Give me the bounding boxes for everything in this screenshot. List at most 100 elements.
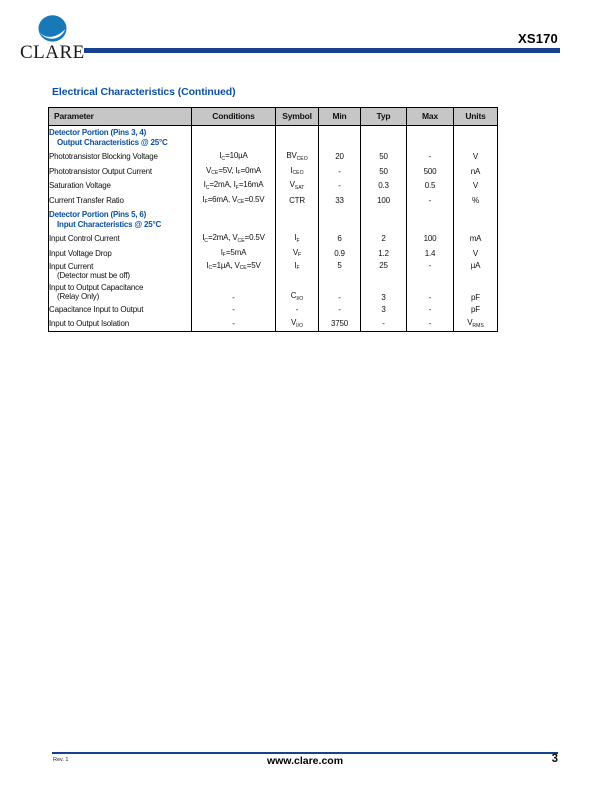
units-cell: V: [453, 246, 498, 261]
part-number: XS170: [517, 31, 558, 46]
clare-globe-logo-icon: [38, 15, 67, 42]
conditions-cell: IF=6mA, VCE=0.5V: [191, 193, 276, 208]
table-row: Phototransistor Output Current VCE=5V, IF…: [49, 164, 498, 179]
min-cell: 3750: [318, 317, 361, 332]
symbol-cell: VF: [275, 246, 319, 261]
page-title: Electrical Characteristics (Continued): [52, 86, 236, 98]
units-cell: pF: [453, 281, 498, 303]
symbol-cell: IF: [275, 260, 319, 282]
column-header-symbol: Symbol: [275, 107, 319, 126]
units-cell: [453, 125, 498, 150]
column-header-units: Units: [453, 107, 498, 126]
max-cell: -: [406, 302, 454, 317]
min-cell: -: [318, 302, 361, 317]
typ-cell: 3: [360, 281, 407, 303]
symbol-cell: CI/O: [275, 281, 319, 303]
column-header-conditions: Conditions: [191, 107, 276, 126]
max-cell: 0.5: [406, 178, 454, 193]
conditions-cell: IC=1µA, VCE=5V: [191, 260, 276, 282]
max-cell: -: [406, 193, 454, 208]
min-cell: -: [318, 178, 361, 193]
conditions-cell: IC=2mA, IF=16mA: [191, 178, 276, 193]
units-cell: VRMS: [453, 317, 498, 332]
min-cell: 0.9: [318, 246, 361, 261]
table-row: Capacitance Input to Output - - -3- pF: [49, 302, 498, 317]
max-cell: -: [406, 317, 454, 332]
footer-website: www.clare.com: [266, 755, 344, 767]
units-cell: V: [453, 149, 498, 164]
max-cell: -: [406, 281, 454, 303]
footer-page-number: 3: [551, 753, 558, 765]
section-row: Detector Portion (Pins 3, 4) Output Chara…: [49, 125, 498, 150]
typ-cell: 0.3: [360, 178, 407, 193]
param-cell: Input Control Current: [49, 234, 120, 243]
param-cell: Detector Portion (Pins 5, 6) Input Charac…: [49, 210, 162, 229]
min-cell: 33: [318, 193, 361, 208]
param-cell: Capacitance Input to Output: [49, 305, 144, 314]
typ-cell: 50: [360, 164, 407, 179]
table-body: Detector Portion (Pins 3, 4) Output Chara…: [49, 125, 498, 332]
param-cell: Saturation Voltage: [49, 181, 111, 190]
max-cell: [406, 207, 454, 232]
max-cell: [406, 125, 454, 150]
typ-cell: [360, 207, 407, 232]
column-header-parameter: Parameter: [48, 107, 192, 126]
units-cell: µA: [453, 260, 498, 282]
typ-cell: 3: [360, 302, 407, 317]
max-cell: -: [406, 260, 454, 282]
min-cell: 5: [318, 260, 361, 282]
conditions-cell: -: [191, 317, 276, 332]
conditions-cell: VCE=5V, IF=0mA: [191, 164, 276, 179]
typ-cell: 25: [360, 260, 407, 282]
symbol-cell: BVCEO: [275, 149, 319, 164]
conditions-cell: [191, 125, 276, 150]
min-cell: -: [318, 164, 361, 179]
symbol-cell: CTR: [275, 193, 319, 208]
units-cell: V: [453, 178, 498, 193]
param-cell: Input to Output Isolation: [49, 319, 129, 329]
column-header-typ: Typ: [360, 107, 407, 126]
min-cell: 6: [318, 231, 361, 246]
typ-cell: 100: [360, 193, 407, 208]
units-cell: mA: [453, 231, 498, 246]
conditions-cell: -: [191, 281, 276, 303]
table-row: Saturation Voltage IC=2mA, IF=16mA VSAT -0.…: [49, 178, 498, 193]
max-cell: 500: [406, 164, 454, 179]
max-cell: -: [406, 149, 454, 164]
typ-cell: 50: [360, 149, 407, 164]
brand-wordmark: CLARE: [20, 42, 85, 63]
param-cell: Detector Portion (Pins 3, 4) Output Chara…: [49, 128, 168, 147]
section-row: Detector Portion (Pins 5, 6) Input Charac…: [49, 207, 498, 232]
param-cell: Input Voltage Drop: [49, 248, 112, 258]
symbol-cell: [275, 125, 319, 150]
table-header-row: Parameter Conditions Symbol Min Typ Max …: [48, 107, 498, 126]
conditions-cell: [191, 207, 276, 232]
symbol-cell: [275, 207, 319, 232]
conditions-cell: IF=5mA: [191, 246, 276, 261]
min-cell: -: [318, 281, 361, 303]
footer-rule: [52, 752, 558, 754]
table-row: Input Current (Detector must be off) IC=1µ…: [49, 260, 498, 282]
param-cell: Input Current (Detector must be off): [49, 261, 130, 281]
column-header-max: Max: [406, 107, 454, 126]
typ-cell: 2: [360, 231, 407, 246]
max-cell: 1.4: [406, 246, 454, 261]
param-cell: Phototransistor Blocking Voltage: [49, 152, 158, 161]
typ-cell: 1.2: [360, 246, 407, 261]
conditions-cell: IC=10µA: [191, 149, 276, 164]
symbol-cell: ICEO: [275, 164, 319, 179]
symbol-cell: VI/O: [275, 317, 319, 332]
table-row: Input Control Current IC=2mA, VCE=0.5V IF 6…: [49, 231, 498, 246]
units-cell: %: [453, 193, 498, 208]
min-cell: [318, 125, 361, 150]
min-cell: 20: [318, 149, 361, 164]
conditions-cell: -: [191, 302, 276, 317]
column-header-min: Min: [318, 107, 361, 126]
electrical-characteristics-table: Parameter Conditions Symbol Min Typ Max …: [48, 107, 498, 332]
header-rule: [84, 48, 560, 53]
param-cell: Current Transfer Ratio: [49, 195, 124, 205]
units-cell: pF: [453, 302, 498, 317]
symbol-cell: -: [275, 302, 319, 317]
table-row: Current Transfer Ratio IF=6mA, VCE=0.5V CT…: [49, 193, 498, 208]
